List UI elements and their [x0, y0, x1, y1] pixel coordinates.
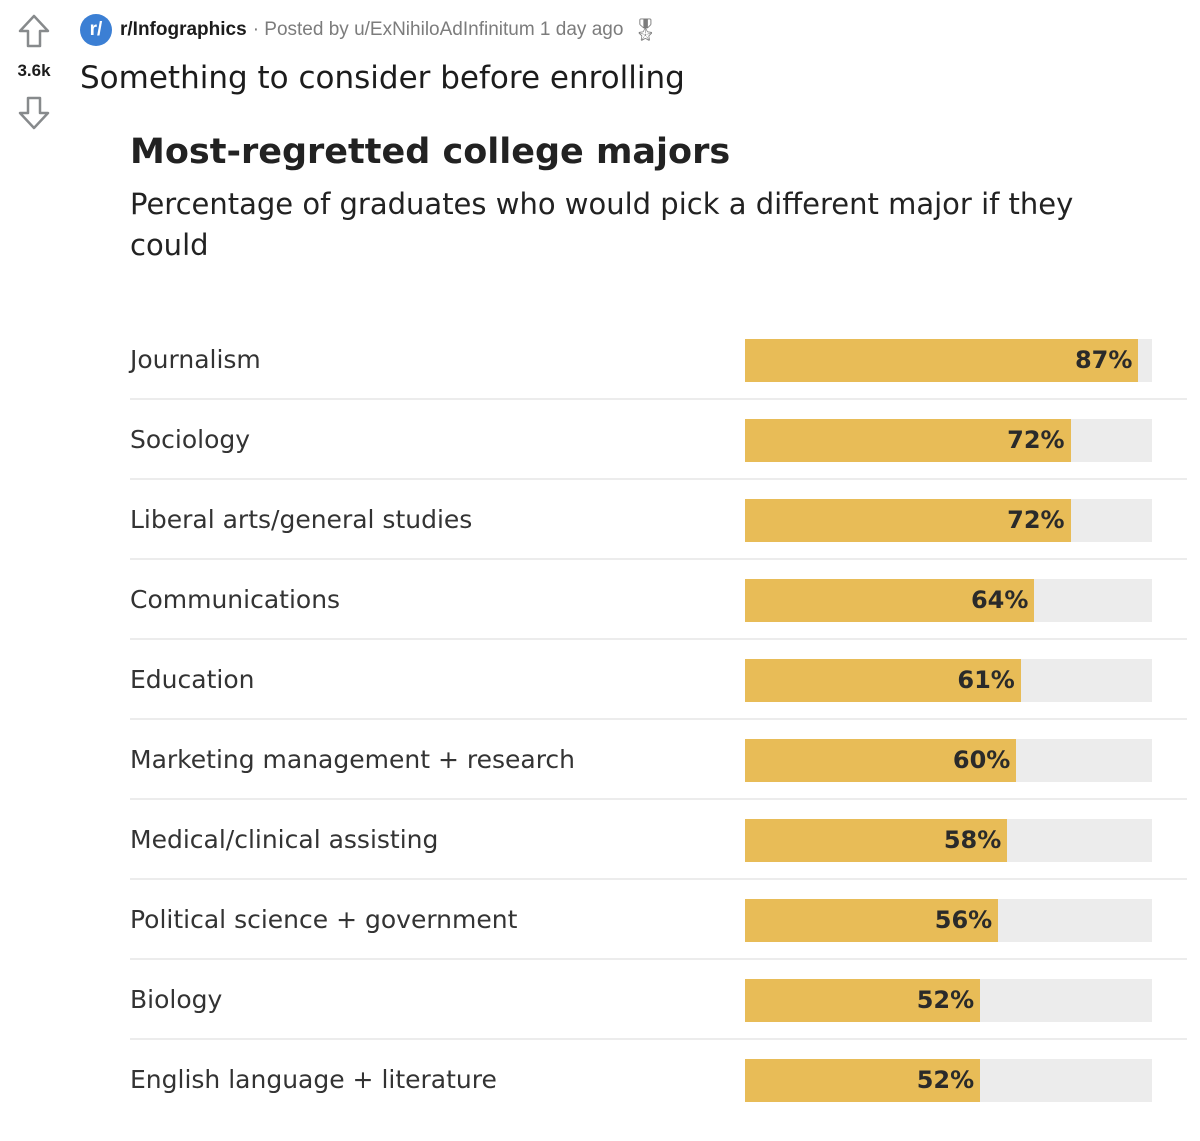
bar-row: Education 61%	[130, 657, 1187, 737]
bar: 60%	[745, 739, 1017, 782]
data-label: 58%	[943, 826, 1002, 854]
row-divider	[130, 1038, 1187, 1040]
bar-row: Medical/clinical assisting 58%	[130, 817, 1187, 897]
post-meta: r/ r/Infographics · Posted by u/ExNihilo…	[80, 14, 659, 46]
bar: 58%	[745, 819, 1008, 862]
bar-track: 56%	[745, 899, 1152, 942]
row-divider	[130, 718, 1187, 720]
category-label: English language + literature	[130, 1065, 497, 1094]
bar-row: Communications 64%	[130, 577, 1187, 657]
category-label: Biology	[130, 985, 223, 1014]
data-label: 56%	[934, 906, 993, 934]
data-label: 64%	[970, 586, 1029, 614]
row-divider	[130, 958, 1187, 960]
chart-title: Most-regretted college majors	[130, 132, 731, 172]
bar: 64%	[745, 579, 1035, 622]
bar: 72%	[745, 499, 1071, 542]
data-label: 72%	[1007, 506, 1065, 534]
downvote-arrow-icon[interactable]	[14, 92, 54, 132]
bar: 72%	[745, 419, 1071, 462]
category-label: Medical/clinical assisting	[130, 825, 439, 854]
bar: 87%	[745, 339, 1139, 382]
row-divider	[130, 478, 1187, 480]
subreddit-icon[interactable]: r/	[80, 14, 112, 46]
category-label: Sociology	[130, 425, 251, 454]
bar-row: English language + literature 52%	[130, 1057, 1187, 1137]
bar: 61%	[745, 659, 1021, 702]
bar-track: 72%	[745, 419, 1152, 462]
bar-track: 87%	[745, 339, 1152, 382]
bar: 56%	[745, 899, 999, 942]
subreddit-link[interactable]: r/Infographics	[120, 19, 247, 40]
chart-subtitle: Percentage of graduates who would pick a…	[130, 187, 1074, 262]
vote-score: 3.6k	[17, 61, 51, 80]
upvote-arrow-icon[interactable]	[14, 12, 54, 52]
bar-track: 58%	[745, 819, 1152, 862]
data-label: 87%	[1074, 346, 1133, 374]
bar-row: Sociology 72%	[130, 417, 1187, 497]
award-icon: 🎖	[631, 17, 660, 42]
row-divider	[130, 878, 1187, 880]
post-title[interactable]: Something to consider before enrolling	[80, 60, 685, 96]
category-label: Journalism	[130, 345, 261, 374]
category-label: Marketing management + research	[130, 745, 576, 774]
data-label: 52%	[916, 986, 975, 1014]
bar-track: 60%	[745, 739, 1152, 782]
bar-row: Journalism 87%	[130, 337, 1187, 417]
data-label: 52%	[916, 1066, 975, 1094]
data-label: 60%	[952, 746, 1011, 774]
bar-row: Biology 52%	[130, 977, 1187, 1057]
category-label: Communications	[130, 585, 341, 614]
data-label: 61%	[957, 666, 1015, 694]
bar-track: 64%	[745, 579, 1152, 622]
data-label: 72%	[1007, 426, 1065, 454]
bar: 52%	[745, 1059, 981, 1102]
bar-row: Marketing management + research 60%	[130, 737, 1187, 817]
category-label: Political science + government	[130, 905, 518, 934]
row-divider	[130, 558, 1187, 560]
bar-track: 72%	[745, 499, 1152, 542]
category-label: Education	[130, 665, 255, 694]
bar-track: 52%	[745, 979, 1152, 1022]
bar-row: Liberal arts/general studies 72%	[130, 497, 1187, 577]
category-label: Liberal arts/general studies	[130, 505, 473, 534]
row-divider	[130, 638, 1187, 640]
bar: 52%	[745, 979, 981, 1022]
bar-track: 61%	[745, 659, 1152, 702]
bar-row: Political science + government 56%	[130, 897, 1187, 977]
row-divider	[130, 798, 1187, 800]
bar-track: 52%	[745, 1059, 1152, 1102]
row-divider	[130, 398, 1187, 400]
posted-by[interactable]: · Posted by u/ExNihiloAdInfinitum 1 day …	[252, 19, 624, 40]
